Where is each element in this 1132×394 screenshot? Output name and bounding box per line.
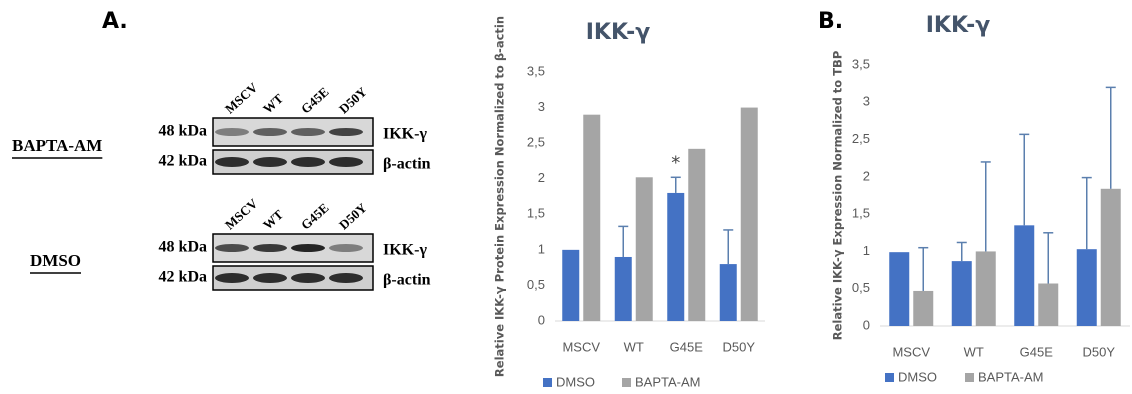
x-tick-label: MSCV — [562, 339, 600, 354]
y-tick-label: 0 — [863, 317, 870, 332]
lane-label: WT — [260, 207, 286, 233]
bar — [667, 193, 684, 321]
x-tick-label: G45E — [1020, 344, 1054, 359]
x-tick-label: D50Y — [1082, 344, 1115, 359]
chart-title: IKK-γ — [586, 20, 651, 45]
legend-swatch — [965, 373, 974, 382]
bar — [1014, 225, 1034, 326]
blot-band — [253, 244, 287, 252]
y-tick-label: 2,5 — [527, 135, 545, 150]
blot-band — [253, 273, 287, 283]
kda-label: 42 kDa — [159, 269, 207, 286]
blot-band — [329, 273, 363, 283]
lane-label: D50Y — [336, 84, 370, 117]
x-tick-label: G45E — [670, 339, 704, 354]
bar — [1038, 283, 1058, 326]
x-tick-label: D50Y — [722, 339, 755, 354]
kda-label: 48 kDa — [159, 239, 207, 256]
bar — [889, 252, 909, 326]
x-tick-label: MSCV — [892, 344, 930, 359]
blot-band — [329, 157, 363, 167]
lane-label: G45E — [298, 200, 332, 232]
y-tick-label: 1 — [538, 241, 545, 256]
blot-band — [215, 273, 249, 283]
bar — [615, 257, 632, 321]
y-tick-label: 2,5 — [852, 131, 870, 146]
lane-label: D50Y — [336, 200, 370, 233]
page: A. B. BAPTA-AMMSCVWTG45ED50Y48 kDaIKK-γ4… — [0, 0, 1132, 394]
protein-label: IKK-γ — [383, 126, 427, 143]
bar — [1101, 189, 1121, 326]
blot-band — [215, 244, 249, 252]
panel-label: A. — [102, 9, 128, 34]
legend-label: BAPTA-AM — [978, 369, 1044, 384]
y-tick-label: 1,5 — [852, 206, 870, 221]
y-tick-label: 3 — [538, 99, 545, 114]
blot-band — [253, 157, 287, 167]
y-tick-label: 1,5 — [527, 206, 545, 221]
bar — [583, 115, 600, 321]
blot-band — [329, 128, 363, 136]
bar — [741, 108, 758, 321]
bar — [913, 291, 933, 326]
bar — [952, 261, 972, 326]
legend-label: DMSO — [556, 374, 595, 389]
y-axis-label: Relative IKK-γ Protein Expression Normal… — [493, 16, 507, 377]
legend-swatch — [885, 373, 894, 382]
blot-band — [291, 273, 325, 283]
figure: A. B. BAPTA-AMMSCVWTG45ED50Y48 kDaIKK-γ4… — [0, 0, 1132, 394]
y-tick-label: 0,5 — [852, 280, 870, 295]
bar — [562, 250, 579, 321]
panel-label: B. — [818, 9, 843, 34]
lane-label: MSCV — [222, 79, 261, 116]
blot-band — [215, 157, 249, 167]
x-tick-label: WT — [624, 339, 644, 354]
kda-label: 48 kDa — [159, 123, 207, 140]
blot-band — [291, 244, 325, 252]
legend-label: BAPTA-AM — [635, 374, 701, 389]
blot-band — [253, 128, 287, 136]
lane-label: MSCV — [222, 195, 261, 232]
y-tick-label: 3 — [863, 94, 870, 109]
annotation: * — [671, 152, 680, 173]
y-tick-label: 3,5 — [527, 63, 545, 78]
bar — [688, 149, 705, 321]
protein-label: IKK-γ — [383, 242, 427, 259]
y-axis-label: Relative IKK-γ Expression Normalized to … — [831, 51, 845, 341]
bar — [976, 251, 996, 326]
treatment-label: BAPTA-AM — [12, 136, 102, 155]
chart-title: IKK-γ — [926, 13, 991, 38]
y-tick-label: 0,5 — [527, 277, 545, 292]
treatment-label: DMSO — [30, 251, 81, 270]
lane-label: G45E — [298, 84, 332, 116]
legend-swatch — [622, 378, 631, 387]
blot-band — [291, 128, 325, 136]
legend-label: DMSO — [898, 369, 937, 384]
y-tick-label: 1 — [863, 243, 870, 258]
blot-band — [215, 128, 249, 136]
y-tick-label: 2 — [538, 170, 545, 185]
x-tick-label: WT — [964, 344, 984, 359]
protein-label: β-actin — [383, 156, 431, 173]
y-tick-label: 0 — [538, 312, 545, 327]
blot-band — [291, 157, 325, 167]
bar — [1077, 249, 1097, 326]
legend-swatch — [543, 378, 552, 387]
y-tick-label: 2 — [863, 168, 870, 183]
y-tick-label: 3,5 — [852, 56, 870, 71]
blot-band — [329, 244, 363, 252]
lane-label: WT — [260, 91, 286, 117]
kda-label: 42 kDa — [159, 153, 207, 170]
bar — [720, 264, 737, 321]
protein-label: β-actin — [383, 272, 431, 289]
bar — [636, 177, 653, 321]
